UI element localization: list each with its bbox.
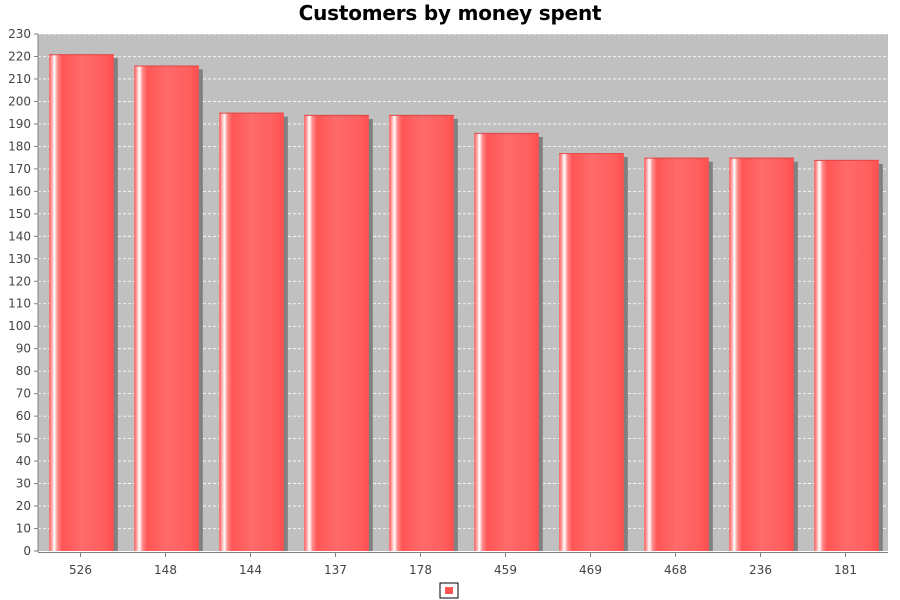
- y-tick-label: 20: [16, 499, 31, 513]
- bar-181: [814, 159, 879, 551]
- y-tick-label: 50: [16, 432, 31, 446]
- bar-526: [49, 54, 114, 551]
- y-tick-label: 160: [8, 184, 31, 198]
- y-tick-label: 60: [16, 409, 31, 423]
- y-tick-label: 100: [8, 319, 31, 333]
- bar-144: [219, 112, 284, 551]
- x-tick-label: 148: [154, 563, 177, 577]
- y-tick-label: 150: [8, 207, 31, 221]
- bar-137: [304, 114, 369, 551]
- x-tick-label: 526: [69, 563, 92, 577]
- y-tick-label: 90: [16, 342, 31, 356]
- x-tick-label: 236: [749, 563, 772, 577]
- y-tick-label: 190: [8, 117, 31, 131]
- y-tick-label: 210: [8, 72, 31, 86]
- y-tick-label: 120: [8, 274, 31, 288]
- x-tick-label: 469: [579, 563, 602, 577]
- y-tick-label: 10: [16, 522, 31, 536]
- y-tick-label: 170: [8, 162, 31, 176]
- x-tick-label: 468: [664, 563, 687, 577]
- x-tick-label: 459: [494, 563, 517, 577]
- y-tick-label: 70: [16, 387, 31, 401]
- y-tick-label: 130: [8, 252, 31, 266]
- y-tick-label: 180: [8, 139, 31, 153]
- bar-148: [134, 65, 199, 551]
- x-tick-label: 181: [834, 563, 857, 577]
- x-tick-label: 178: [409, 563, 432, 577]
- y-tick-label: 140: [8, 229, 31, 243]
- x-tick-label: 144: [239, 563, 262, 577]
- legend-swatch: [445, 587, 453, 594]
- chart-title: Customers by money spent: [298, 1, 602, 25]
- y-tick-label: 200: [8, 94, 31, 108]
- y-tick-label: 230: [8, 27, 31, 41]
- bar-468: [644, 157, 709, 551]
- x-tick-label: 137: [324, 563, 347, 577]
- y-tick-label: 220: [8, 49, 31, 63]
- y-tick-label: 40: [16, 454, 31, 468]
- bar-236: [729, 157, 794, 551]
- y-tick-label: 30: [16, 477, 31, 491]
- bar-178: [389, 114, 454, 551]
- bar-459: [474, 132, 539, 551]
- y-tick-label: 110: [8, 297, 31, 311]
- y-tick-label: 0: [23, 544, 31, 558]
- bar-469: [559, 153, 624, 552]
- y-tick-label: 80: [16, 364, 31, 378]
